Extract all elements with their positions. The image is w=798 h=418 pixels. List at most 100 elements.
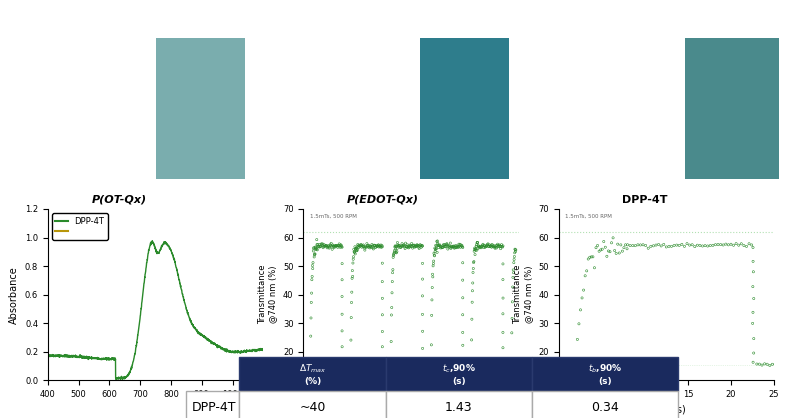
Point bbox=[418, 362, 431, 368]
Point bbox=[487, 244, 500, 250]
Point bbox=[505, 329, 518, 336]
Point bbox=[410, 243, 423, 250]
Point bbox=[305, 299, 318, 306]
Point bbox=[451, 244, 464, 251]
Point bbox=[322, 245, 335, 252]
Point bbox=[455, 242, 468, 248]
Point bbox=[310, 244, 322, 250]
Point bbox=[300, 362, 313, 369]
Point bbox=[306, 276, 318, 283]
Point bbox=[306, 265, 319, 272]
Point bbox=[588, 265, 601, 271]
Point bbox=[308, 252, 321, 258]
Point bbox=[305, 290, 318, 296]
Point bbox=[437, 242, 450, 249]
Point bbox=[500, 362, 512, 369]
Point bbox=[319, 242, 332, 249]
Point bbox=[330, 242, 342, 249]
Point bbox=[374, 243, 387, 250]
Point bbox=[456, 311, 469, 318]
Point bbox=[326, 242, 339, 248]
Point bbox=[496, 242, 509, 249]
Bar bbox=[156, 38, 246, 179]
Point bbox=[427, 260, 440, 267]
Point bbox=[388, 250, 401, 257]
Point bbox=[390, 243, 403, 250]
Point bbox=[353, 244, 365, 251]
Point bbox=[304, 333, 317, 339]
Point bbox=[642, 245, 654, 252]
Point bbox=[445, 243, 458, 250]
Point bbox=[360, 244, 373, 250]
Point bbox=[338, 362, 351, 368]
Point bbox=[598, 238, 610, 245]
Point bbox=[354, 243, 366, 250]
Point bbox=[309, 246, 322, 252]
Point bbox=[500, 361, 513, 367]
Point bbox=[456, 329, 469, 336]
Point bbox=[613, 250, 626, 256]
Point bbox=[423, 361, 436, 368]
Point bbox=[683, 242, 696, 248]
Point bbox=[336, 311, 349, 318]
Point bbox=[504, 361, 517, 368]
Point bbox=[464, 361, 476, 367]
Point bbox=[376, 242, 389, 249]
Point bbox=[416, 311, 429, 318]
Point bbox=[416, 360, 429, 367]
Point bbox=[645, 243, 658, 250]
Point bbox=[347, 253, 360, 260]
Point bbox=[313, 241, 326, 248]
Point bbox=[662, 243, 675, 250]
Point bbox=[368, 242, 381, 249]
Point bbox=[421, 362, 434, 369]
Point bbox=[435, 243, 448, 250]
Point bbox=[374, 242, 387, 248]
Point bbox=[433, 242, 445, 249]
Point bbox=[429, 246, 442, 252]
Point bbox=[315, 240, 328, 247]
Point bbox=[450, 242, 463, 249]
Point bbox=[727, 242, 740, 249]
Point bbox=[397, 242, 410, 248]
Point bbox=[427, 263, 440, 269]
Point bbox=[555, 361, 567, 368]
Point bbox=[733, 242, 745, 249]
Point bbox=[639, 242, 652, 249]
Point bbox=[409, 242, 422, 249]
Point bbox=[552, 361, 565, 368]
Point bbox=[330, 243, 342, 250]
Point bbox=[670, 242, 683, 248]
Point bbox=[371, 243, 384, 250]
Point bbox=[305, 315, 318, 321]
Point bbox=[361, 242, 374, 248]
Point bbox=[448, 243, 460, 250]
Point bbox=[425, 362, 437, 369]
Point bbox=[346, 260, 359, 266]
Point bbox=[505, 361, 518, 368]
Point bbox=[312, 243, 325, 250]
Point bbox=[495, 243, 508, 250]
Point bbox=[330, 242, 343, 249]
Point bbox=[461, 361, 474, 367]
Point bbox=[409, 244, 421, 250]
Point bbox=[332, 242, 345, 249]
Point bbox=[377, 362, 390, 368]
Point bbox=[383, 362, 396, 368]
Point bbox=[335, 243, 348, 250]
Y-axis label: Transmittance
@740 nm (%): Transmittance @740 nm (%) bbox=[513, 265, 533, 324]
Point bbox=[466, 299, 479, 306]
Point bbox=[303, 361, 316, 368]
Point bbox=[417, 362, 430, 368]
Point bbox=[350, 247, 363, 254]
Point bbox=[446, 243, 459, 250]
Point bbox=[358, 245, 371, 251]
Point bbox=[430, 245, 443, 252]
Point bbox=[327, 243, 340, 250]
Point bbox=[433, 242, 446, 248]
Point bbox=[453, 243, 466, 250]
Point bbox=[415, 242, 428, 249]
Point bbox=[340, 361, 353, 368]
Point bbox=[338, 361, 350, 367]
Point bbox=[397, 243, 409, 250]
